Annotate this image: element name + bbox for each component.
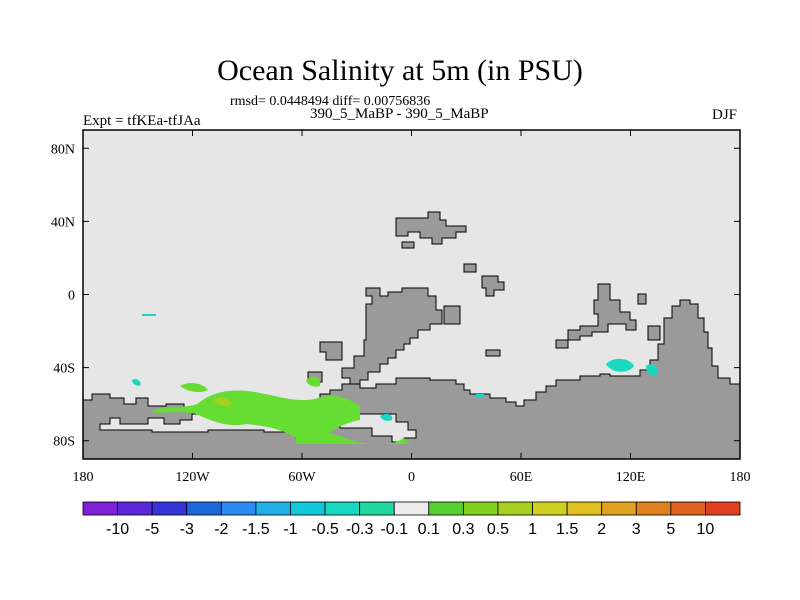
colorbar-swatch [290, 501, 326, 516]
colorbar-label: 5 [666, 521, 675, 538]
colorbar-label: 0.5 [487, 521, 509, 538]
land-madagascar-region [555, 283, 637, 349]
colorbar-label: -1.5 [242, 521, 270, 538]
colorbar-label: 1.5 [556, 521, 578, 538]
colorbar-label: -5 [145, 521, 159, 538]
colorbar-label: 0.3 [452, 521, 474, 538]
colorbar-swatch [497, 501, 533, 516]
y-tick-label: 40S [53, 362, 75, 377]
colorbar-label: -0.3 [346, 521, 374, 538]
colorbar-swatch [82, 501, 118, 516]
land-island-east-1 [637, 293, 647, 305]
land-antarctica [82, 299, 741, 460]
anomaly-negative-1 [606, 358, 634, 372]
x-tick-label: 60E [510, 470, 533, 485]
land-east [555, 283, 661, 349]
y-tick-label: 0 [68, 289, 75, 304]
anomaly-positive-main [150, 390, 360, 438]
land-masses [82, 211, 741, 460]
land-small-south-1 [319, 341, 343, 361]
x-tick-label: 60W [288, 470, 316, 485]
anomaly-positive-core [214, 397, 232, 407]
x-tick-label: 120W [175, 470, 210, 485]
x-tick-label: 180 [730, 470, 751, 485]
map-panel [82, 129, 741, 460]
colorbar-label: -2 [214, 521, 228, 538]
land-island-small-1 [401, 241, 415, 249]
colorbar-label: -0.5 [311, 521, 339, 538]
anomaly-positive-south [296, 430, 410, 445]
colorbar-label: 0.1 [418, 521, 440, 538]
season-label: DJF [712, 107, 738, 123]
anomaly-negative-3 [142, 314, 156, 316]
colorbar-swatch [566, 501, 603, 516]
colorbar-swatch [393, 501, 430, 516]
colorbar-swatch [670, 501, 706, 516]
x-tick-label: 120E [616, 470, 646, 485]
land-island-east-2 [647, 325, 661, 341]
y-tick-label: 80N [51, 142, 75, 157]
colorbar-swatch [220, 501, 257, 516]
experiment-center-label: 390_5_MaBP - 390_5_MaBP [310, 106, 489, 122]
colorbar-label: -3 [180, 521, 194, 538]
colorbar-swatch [186, 501, 222, 516]
colorbar-swatch [255, 501, 291, 516]
plot-title: Ocean Salinity at 5m (in PSU) [217, 54, 583, 87]
colorbar-label: 10 [697, 521, 715, 538]
plot-subtitle: rmsd= 0.0448494 diff= 0.00756836 [230, 94, 431, 109]
land-north-africa [395, 211, 467, 245]
colorbar-label: -1 [283, 521, 297, 538]
land-arabia [481, 275, 505, 297]
anomaly-positive-atlantic [306, 376, 321, 387]
colorbar-swatch [359, 501, 395, 516]
colorbar-label: -0.1 [380, 521, 408, 538]
colorbar-swatch [151, 501, 188, 516]
anomaly-negative-2 [646, 364, 658, 376]
colorbar-swatch [428, 501, 464, 516]
anomaly-negative-5 [476, 394, 484, 398]
experiment-left-label: Expt = tfKEa-tfJAa [83, 113, 201, 129]
x-tick-label: 0 [408, 470, 415, 485]
colorbar-swatch [532, 501, 568, 516]
colorbar-label: -10 [106, 521, 129, 538]
colorbar-swatch [601, 501, 637, 516]
land-south-america [341, 287, 443, 389]
colorbar-swatch [324, 501, 361, 516]
x-tick-label: 180 [73, 470, 94, 485]
colorbar-label: 3 [632, 521, 641, 538]
colorbar-swatch [462, 501, 499, 516]
colorbar-label: 1 [528, 521, 537, 538]
land-island-small-3 [485, 349, 501, 357]
salinity-anomaly-fields [132, 314, 658, 445]
colorbar-swatch [705, 501, 741, 516]
colorbar: -10 -5 -3 -2 -1.5 -1 -0.5 -0.3 -0.1 0.1 0.3 0.5 1 1.5… [82, 501, 741, 538]
y-tick-label: 80S [53, 435, 75, 450]
land-sheet-1 [443, 305, 461, 325]
anomaly-negative-4 [380, 413, 393, 421]
map-axes: 180 120W 60W 0 60E 120E 180 80N 40N 0 40S 80S [51, 130, 751, 485]
colorbar-swatch [117, 501, 153, 516]
anomaly-negative-6 [132, 379, 141, 386]
y-tick-label: 40N [51, 215, 75, 230]
anomaly-positive-west [180, 383, 208, 393]
colorbar-label: 2 [597, 521, 606, 538]
colorbar-swatch [635, 501, 672, 516]
land-island-small-2 [463, 263, 477, 273]
